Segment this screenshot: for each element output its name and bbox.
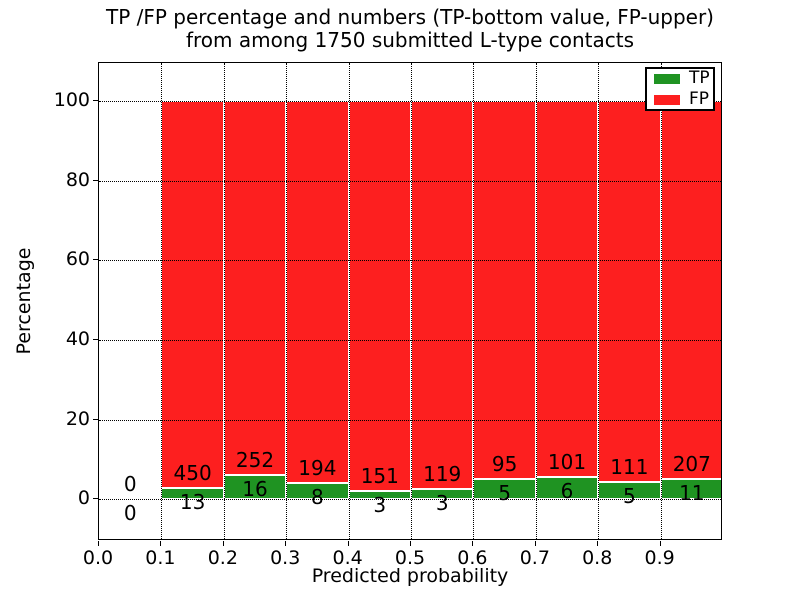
tp-count-label: 8 [311,485,324,510]
grid-line-vertical [161,63,163,539]
y-tick-mark [93,498,98,500]
fp-count-label: 101 [547,449,587,474]
grid-line-horizontal [99,180,721,182]
grid-line-vertical [223,63,225,539]
fp-bar-segment [660,100,721,480]
fp-bar-segment [223,100,287,476]
chart-title-line2: from among 1750 submitted L-type contact… [185,28,635,52]
y-tick-label: 100 [53,88,90,111]
x-tick-mark [472,541,474,546]
fp-count-label: 450 [173,460,212,485]
plot-area: 0 0 450 13 252 16 194 8 151 3 119 3 95 5 101 6 111 5 207 11 [98,62,722,540]
fp-count-label: 207 [672,452,711,477]
x-tick-mark [285,541,287,546]
tp-count-label: 13 [179,489,206,514]
y-tick-mark [93,338,98,340]
y-tick-mark [93,418,98,420]
grid-line-vertical [286,63,288,539]
fp-bar-segment [535,100,599,477]
x-tick-label: 0.0 [82,547,114,569]
x-tick-label: 0.7 [519,547,550,569]
fp-count-label: 194 [298,456,337,481]
x-tick-label: 0.5 [394,547,426,569]
tp-count-label: 5 [498,481,511,506]
x-tick-mark [347,541,349,546]
x-tick-label: 0.3 [270,547,301,569]
fp-bar-segment [286,100,349,484]
fp-count-label: 95 [491,452,518,477]
tp-count-label: 5 [623,484,636,508]
grid-line-vertical [411,63,412,539]
fp-count-label: 119 [423,462,462,487]
grid-line-vertical [473,63,475,539]
x-tick-label: 0.2 [207,547,238,569]
legend-swatch-tp [654,73,680,84]
x-tick-label: 0.9 [644,547,675,569]
x-tick-label: 0.1 [145,547,176,569]
tp-count-label: 3 [435,491,449,516]
x-tick-label: 0.4 [332,547,363,569]
x-tick-mark [410,541,411,546]
x-tick-mark [659,541,661,546]
grid-line-vertical [348,63,350,539]
grid-line-horizontal [99,499,721,501]
y-tick-label: 0 [77,487,90,510]
y-tick-label: 80 [65,168,90,191]
x-tick-mark [222,541,224,546]
tp-count-label: 3 [373,493,387,518]
legend-entry-tp: TP [654,70,710,87]
chart-title-line1: TP /FP percentage and numbers (TP-bottom… [106,5,714,29]
grid-line-horizontal [99,339,721,341]
fp-count-label: 151 [360,464,399,489]
grid-line-horizontal [99,419,721,421]
fp-count-label: 111 [610,455,649,479]
x-axis-label: Predicted probability [311,565,509,587]
grid-line-vertical [660,63,662,539]
grid-line-horizontal [99,260,721,262]
y-tick-label: 60 [65,248,90,271]
y-tick-mark [93,99,98,101]
grid-line-vertical [598,63,600,539]
x-tick-mark [534,541,536,546]
grid-line-vertical [535,63,537,539]
y-tick-label: 20 [65,407,90,430]
fp-count-label: 252 [235,448,275,473]
x-tick-mark [98,541,99,546]
fp-bar-segment [598,100,661,482]
legend: TP FP [645,67,715,111]
legend-swatch-fp [654,94,680,105]
fp-bar-segment [473,100,536,480]
y-tick-mark [93,259,98,261]
x-tick-label: 0.8 [582,547,613,569]
tp-count-label: 11 [679,481,705,506]
x-tick-mark [160,541,162,546]
x-tick-label: 0.6 [457,547,488,569]
x-tick-mark [597,541,599,546]
fp-bar-segment [348,100,411,492]
fp-bar-segment [161,100,224,488]
tp-count-label: 6 [560,478,574,503]
legend-entry-fp: FP [654,89,710,109]
fp-count-label: 0 [123,472,137,497]
chart-title: TP /FP percentage and numbers (TP-bottom… [98,6,722,52]
fp-bar-segment [411,100,474,490]
tp-count-label: 0 [123,501,137,526]
grid-line-horizontal [99,100,721,102]
legend-label-fp: FP [689,89,710,109]
y-tick-mark [93,179,98,181]
legend-label-tp: TP [689,68,710,88]
tp-count-label: 16 [242,477,268,502]
y-tick-label: 40 [65,327,90,350]
